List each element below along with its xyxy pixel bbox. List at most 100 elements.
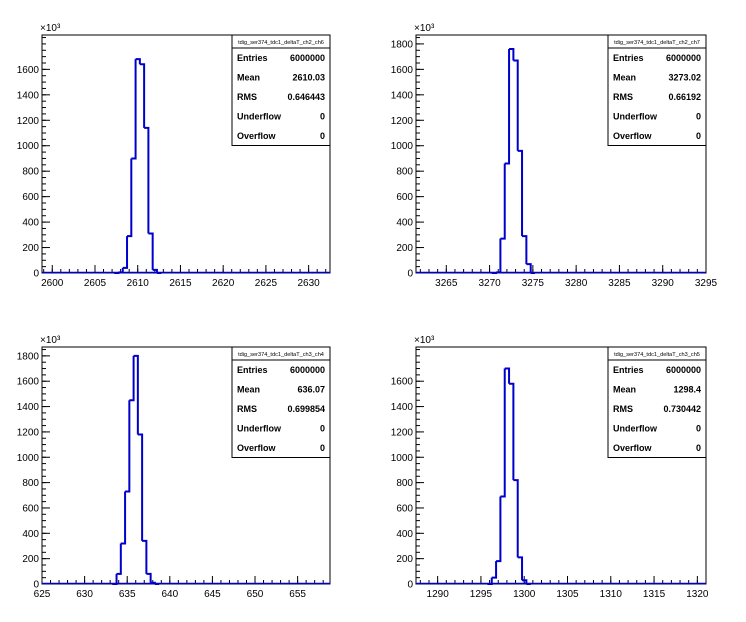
stats-value: 636.07 <box>297 385 325 395</box>
histogram-bin <box>137 433 144 541</box>
y-tick-label: 800 <box>22 478 39 489</box>
histogram-bin <box>513 479 519 558</box>
y-tick-label: 400 <box>396 529 413 540</box>
y-tick-label: 200 <box>396 243 413 254</box>
y-tick-label: 800 <box>396 167 413 178</box>
stats-value: 0 <box>320 424 325 434</box>
stats-label: RMS <box>237 92 257 102</box>
y-tick-label: 400 <box>396 218 413 229</box>
y-tick-label: 1400 <box>391 90 414 101</box>
stats-value: 3273.02 <box>668 73 701 83</box>
histogram-bin <box>148 232 154 270</box>
stats-label: Mean <box>237 385 260 395</box>
x-tick-label: 3265 <box>435 278 458 289</box>
histogram-bin <box>526 263 532 273</box>
histogram-bin <box>131 59 137 160</box>
histogram-bin <box>496 238 502 274</box>
histogram-bin <box>504 49 511 165</box>
stats-label: RMS <box>613 404 633 414</box>
stats-value: 6000000 <box>290 365 325 375</box>
stats-label: Underflow <box>237 424 282 434</box>
x-tick-label: 655 <box>289 589 306 600</box>
stats-value: 0.646443 <box>287 92 325 102</box>
y-tick-label: 200 <box>396 554 413 565</box>
x-tick-label: 2610 <box>127 278 150 289</box>
histogram-bin <box>517 149 524 237</box>
stats-value: 0 <box>320 443 325 453</box>
stats-value: 6000000 <box>290 53 325 63</box>
histogram-bin <box>127 158 133 238</box>
stats-label: Overflow <box>237 443 277 453</box>
y-tick-label: 1800 <box>391 39 414 50</box>
y-tick-label: 1400 <box>391 402 414 413</box>
histogram-panel-2: 3265 3270 3275 3280 3285 3290 3295 0 200 400 600 80… <box>391 23 718 289</box>
y-tick-label: 1000 <box>17 141 40 152</box>
y-tick-label: 0 <box>33 580 39 591</box>
stats-value: 0 <box>696 112 701 122</box>
stats-label: RMS <box>237 404 257 414</box>
x-tick-label: 1305 <box>556 589 579 600</box>
x-tick-label: 2625 <box>255 278 278 289</box>
y-tick-label: 400 <box>22 218 39 229</box>
x-tick-label: 3280 <box>565 278 588 289</box>
y-tick-label: 600 <box>22 503 39 514</box>
x-tick-label: 2600 <box>41 278 64 289</box>
y-tick-label: 0 <box>407 580 413 591</box>
x-tick-label: 1300 <box>513 589 536 600</box>
x-tick-label: 625 <box>34 589 51 600</box>
x-tick-label: 2615 <box>169 278 192 289</box>
stats-box: tdig_ser374_tdc1_deltaT_ch3_ch4 Entries 60… <box>231 346 331 458</box>
x-tick-label: 645 <box>204 589 221 600</box>
y-tick-label: 400 <box>22 529 39 540</box>
histogram-bin <box>522 235 528 265</box>
y-tick-label: 1000 <box>391 453 414 464</box>
x-tick-label: 2630 <box>298 278 321 289</box>
y-tick-label: 1000 <box>17 453 40 464</box>
x-tick-label: 3270 <box>478 278 501 289</box>
x-tick-label: 1310 <box>600 589 623 600</box>
stats-value: 0 <box>696 443 701 453</box>
stats-box: tdig_ser374_tdc1_deltaT_ch3_ch5 Entries 60… <box>607 346 707 458</box>
stats-label: Underflow <box>237 112 282 122</box>
y-tick-label: 600 <box>396 503 413 514</box>
histogram-bin <box>500 163 506 240</box>
stats-label: Mean <box>237 73 260 83</box>
stats-label: Underflow <box>613 112 658 122</box>
stats-label: Overflow <box>613 131 653 141</box>
stats-box-frame <box>607 346 707 458</box>
y-tick-label: 1600 <box>17 65 40 76</box>
histogram-bin <box>509 382 515 481</box>
histogram-bin <box>491 561 498 579</box>
x-tick-label: 1315 <box>643 589 666 600</box>
histogram-panel-4: 1290 1295 1300 1305 1310 1315 1320 0 200 400 600 80… <box>391 335 709 600</box>
stats-label: Entries <box>613 365 644 375</box>
stats-box-title: tdig_ser374_tdc1_deltaT_ch3_ch4 <box>238 352 324 358</box>
stats-box: tdig_ser374_tdc1_deltaT_ch2_ch7 Entries 60… <box>607 34 707 146</box>
stats-label: RMS <box>613 92 633 102</box>
histogram-bin <box>118 267 124 274</box>
histogram-bin <box>500 368 506 498</box>
x-tick-label: 1290 <box>427 589 450 600</box>
y-tick-label: 800 <box>22 167 39 178</box>
x-tick-label: 3285 <box>608 278 631 289</box>
stats-value: 1298.4 <box>673 385 701 395</box>
y-tick-label: 0 <box>33 269 39 280</box>
stats-label: Entries <box>613 53 644 63</box>
histogram-bin <box>116 543 122 575</box>
histogram-panel-3: 625 630 635 640 645 650 655 0 200 400 600 800 1000 12… <box>17 335 331 600</box>
histogram-bin <box>513 59 519 151</box>
stats-box-title: tdig_ser374_tdc1_deltaT_ch2_ch7 <box>614 40 700 46</box>
x-tick-label: 2605 <box>84 278 107 289</box>
histogram-bin <box>135 58 141 65</box>
y-tick-label: 200 <box>22 554 39 565</box>
y-tick-label: 1600 <box>391 377 414 388</box>
y-tick-label: 200 <box>22 243 39 254</box>
y-tick-label: 1400 <box>17 402 40 413</box>
y-exponent-label: ×10³ <box>414 335 435 346</box>
y-tick-label: 1000 <box>391 141 414 152</box>
stats-label: Entries <box>237 53 268 63</box>
histogram-bin <box>142 539 148 574</box>
x-tick-label: 630 <box>76 589 93 600</box>
stats-value: 0 <box>320 131 325 141</box>
